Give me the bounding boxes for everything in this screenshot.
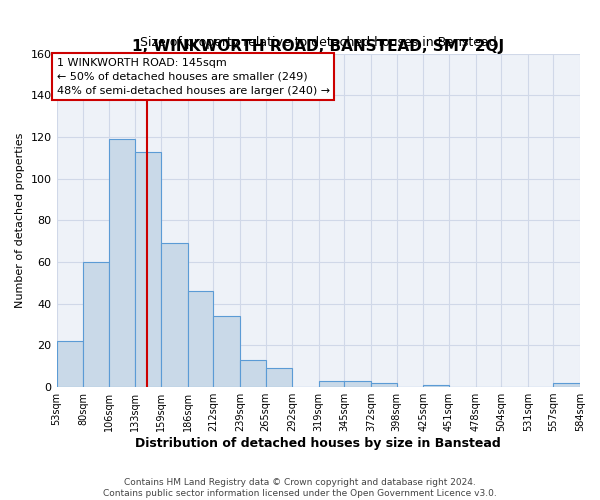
Bar (240, 360, 266, 387)
Y-axis label: Number of detached properties: Number of detached properties (15, 132, 25, 308)
Bar (83, 262, 109, 387)
Bar (344, 381, 371, 387)
Bar (213, 316, 240, 387)
Bar (56, 342, 83, 387)
Bar (266, 368, 292, 387)
Bar (553, 383, 580, 387)
Bar (319, 381, 344, 387)
Text: Contains HM Land Registry data © Crown copyright and database right 2024.
Contai: Contains HM Land Registry data © Crown c… (103, 478, 497, 498)
Bar (161, 244, 188, 387)
Bar (136, 152, 161, 387)
Bar (188, 292, 213, 387)
Bar (423, 385, 449, 387)
X-axis label: Distribution of detached houses by size in Banstead: Distribution of detached houses by size … (136, 437, 501, 450)
Text: 1 WINKWORTH ROAD: 145sqm
← 50% of detached houses are smaller (249)
48% of semi-: 1 WINKWORTH ROAD: 145sqm ← 50% of detach… (56, 58, 329, 96)
Text: Size of property relative to detached houses in Banstead: Size of property relative to detached ho… (140, 36, 497, 49)
Bar (371, 383, 397, 387)
Bar (109, 139, 136, 387)
Title: 1, WINKWORTH ROAD, BANSTEAD, SM7 2QJ: 1, WINKWORTH ROAD, BANSTEAD, SM7 2QJ (132, 39, 505, 54)
